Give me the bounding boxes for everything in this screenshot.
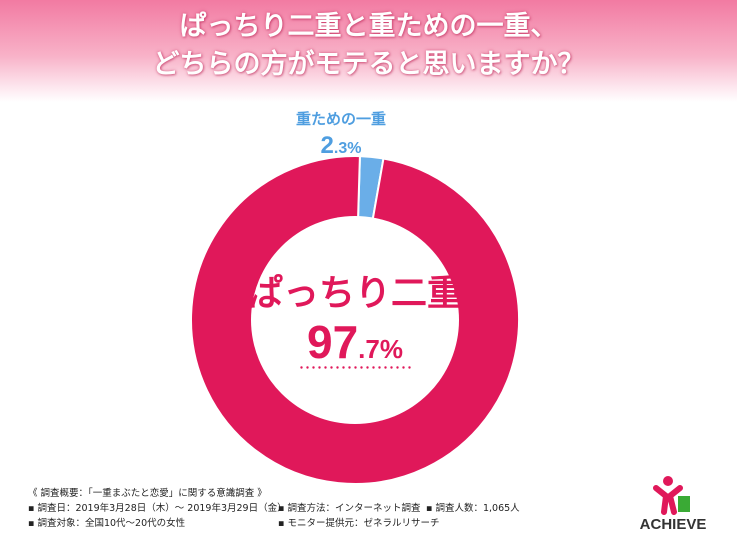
survey-date: ▪ 調査日：2019年3月28日（木）～ 2019年3月29日（金） (28, 503, 287, 514)
survey-summary: 《 調査概要：「一重まぶたと恋愛」に関する意識調査 》 ▪ 調査日：2019年3… (28, 486, 520, 531)
survey-method: ▪ 調査方法：インターネット調査 (278, 503, 421, 514)
major-slice-value: 97.7% (307, 316, 403, 368)
title-line-2: どちらの方がモテると思いますか？ (152, 49, 585, 80)
header-banner: ぱっちり二重と重ための一重、 どちらの方がモテると思いますか？ (0, 0, 737, 102)
title-line-1: ぱっちり二重と重ための一重、 (179, 11, 558, 42)
survey-provider: ▪ モニター提供元：ゼネラルリサーチ (278, 518, 440, 529)
survey-row-2: ▪ 調査対象：全国10代～20代の女性 ▪ モニター提供元：ゼネラルリサーチ (28, 516, 439, 531)
minor-slice-label: 重ための一重 (296, 110, 386, 128)
major-slice-label: ぱっちり二重 (247, 273, 463, 314)
donut-hole (251, 216, 459, 424)
value-underline (298, 366, 412, 369)
achieve-logo-icon (653, 476, 690, 515)
minor-slice-value: 2.3% (321, 132, 362, 159)
survey-target: ▪ 調査対象：全国10代～20代の女性 (28, 518, 186, 529)
survey-count: ▪ 調査人数：1,065人 (426, 503, 520, 514)
page-title: ぱっちり二重と重ための一重、 どちらの方がモテると思いますか？ (0, 8, 737, 84)
survey-heading: 《 調査概要：「一重まぶたと恋愛」に関する意識調査 》 (28, 488, 267, 499)
achieve-logo-text: ACHIEVE (639, 516, 707, 533)
survey-row-1: ▪ 調査日：2019年3月28日（木）～ 2019年3月29日（金） ▪ 調査方… (28, 501, 520, 516)
achieve-logo: ACHIEVE (628, 474, 718, 538)
